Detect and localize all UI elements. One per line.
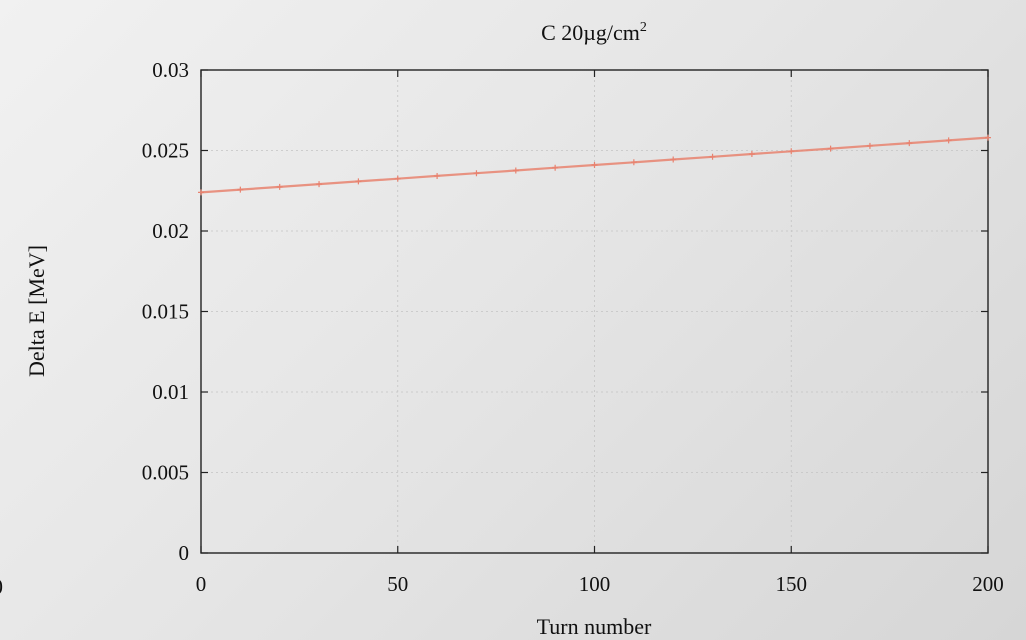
- data-point: [355, 178, 362, 185]
- data-point: [434, 172, 441, 179]
- data-point: [512, 167, 519, 174]
- y-tick-label: 0.01: [152, 380, 189, 404]
- y-axis-label: Delta E [MeV]: [24, 245, 49, 377]
- data-point: [906, 140, 913, 147]
- chart-title: C 20µg/cm2: [541, 20, 647, 45]
- data-point: [591, 161, 598, 168]
- data-point: [316, 181, 323, 188]
- data-point: [394, 175, 401, 182]
- cropped-tick-label: 0: [0, 574, 3, 600]
- data-point: [827, 145, 834, 152]
- chart-title-superscript: 2: [640, 20, 647, 35]
- x-tick-label: 150: [776, 572, 808, 596]
- y-tick-label: 0.015: [142, 300, 189, 324]
- y-tick-label: 0.025: [142, 139, 189, 163]
- data-point: [552, 164, 559, 171]
- x-tick-label: 0: [196, 572, 207, 596]
- data-point: [473, 170, 480, 177]
- data-point: [630, 159, 637, 166]
- x-axis-label: Turn number: [537, 614, 652, 639]
- data-point: [709, 153, 716, 160]
- x-tick-label: 100: [579, 572, 611, 596]
- data-point: [670, 156, 677, 163]
- data-point: [866, 142, 873, 149]
- data-point: [748, 151, 755, 158]
- data-point: [945, 137, 952, 144]
- x-tick-label: 200: [972, 572, 1004, 596]
- x-tick-label: 50: [387, 572, 408, 596]
- data-point: [985, 134, 991, 141]
- y-tick-label: 0.005: [142, 461, 189, 485]
- data-point: [198, 189, 204, 196]
- chart-title-text: C 20µg/cm: [541, 20, 640, 45]
- y-tick-label: 0: [179, 541, 190, 565]
- data-point: [788, 148, 795, 155]
- data-point: [276, 183, 283, 190]
- y-tick-label: 0.02: [152, 219, 189, 243]
- y-tick-label: 0.03: [152, 58, 189, 82]
- data-point: [237, 186, 244, 193]
